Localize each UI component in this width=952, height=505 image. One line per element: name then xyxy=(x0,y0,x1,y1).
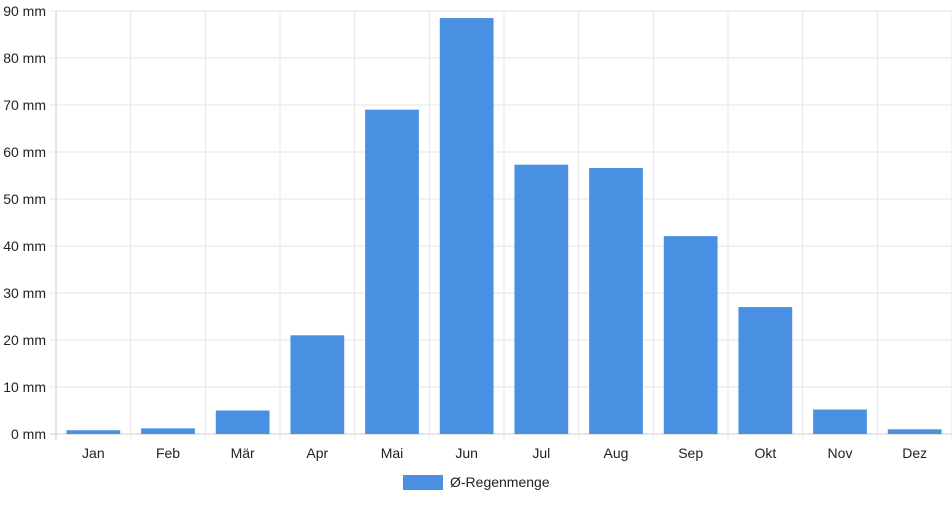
y-tick-label: 30 mm xyxy=(3,285,46,301)
x-tick-label: Mai xyxy=(381,445,404,461)
x-tick-label: Jun xyxy=(455,445,478,461)
y-tick-label: 70 mm xyxy=(3,97,46,113)
x-tick-label: Dez xyxy=(902,445,927,461)
y-tick-label: 90 mm xyxy=(3,3,46,19)
y-tick-label: 50 mm xyxy=(3,191,46,207)
bar-nov[interactable] xyxy=(813,409,867,434)
legend[interactable]: Ø-Regenmenge xyxy=(403,474,550,490)
bar-apr[interactable] xyxy=(290,335,345,434)
bar-layer xyxy=(66,18,942,435)
bar-sep[interactable] xyxy=(663,236,718,434)
x-tick-label: Sep xyxy=(678,445,703,461)
y-axis-ticks: 0 mm 10 mm 20 mm 30 mm 40 mm 50 mm 60 mm 70 mm 8… xyxy=(3,3,46,442)
x-axis-ticks: Jan Feb Mär Apr Mai Jun Jul Aug Sep Okt Nov Dez xyxy=(82,445,927,461)
bar-jun[interactable] xyxy=(439,18,494,435)
y-tick-label: 0 mm xyxy=(11,426,46,442)
x-tick-label: Jul xyxy=(532,445,550,461)
legend-swatch[interactable] xyxy=(403,475,443,490)
bar-aug[interactable] xyxy=(589,167,643,435)
bar-mai[interactable] xyxy=(365,109,419,434)
bar-okt[interactable] xyxy=(738,307,793,434)
legend-label[interactable]: Ø-Regenmenge xyxy=(450,474,550,490)
x-tick-label: Feb xyxy=(156,445,180,461)
grid-layer xyxy=(50,10,952,440)
x-tick-label: Nov xyxy=(828,445,853,461)
y-tick-label: 60 mm xyxy=(3,144,46,160)
x-tick-label: Apr xyxy=(306,445,328,461)
x-tick-label: Okt xyxy=(754,445,776,461)
bar-mär[interactable] xyxy=(215,410,270,435)
x-tick-label: Aug xyxy=(604,445,629,461)
y-tick-label: 40 mm xyxy=(3,238,46,254)
bar-feb[interactable] xyxy=(141,428,195,434)
x-tick-label: Jan xyxy=(82,445,105,461)
y-tick-label: 20 mm xyxy=(3,332,46,348)
x-tick-label: Mär xyxy=(231,445,255,461)
bar-jan[interactable] xyxy=(66,430,121,434)
bar-dez[interactable] xyxy=(887,429,942,434)
bar-jul[interactable] xyxy=(514,164,569,434)
y-tick-label: 80 mm xyxy=(3,50,46,66)
y-tick-label: 10 mm xyxy=(3,379,46,395)
